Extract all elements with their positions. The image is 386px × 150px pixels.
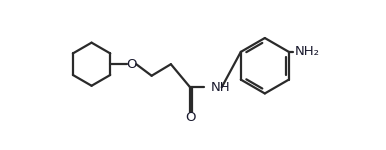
Text: NH₂: NH₂ <box>295 45 320 58</box>
Text: O: O <box>126 58 137 71</box>
Text: NH: NH <box>211 81 230 94</box>
Text: O: O <box>186 111 196 124</box>
